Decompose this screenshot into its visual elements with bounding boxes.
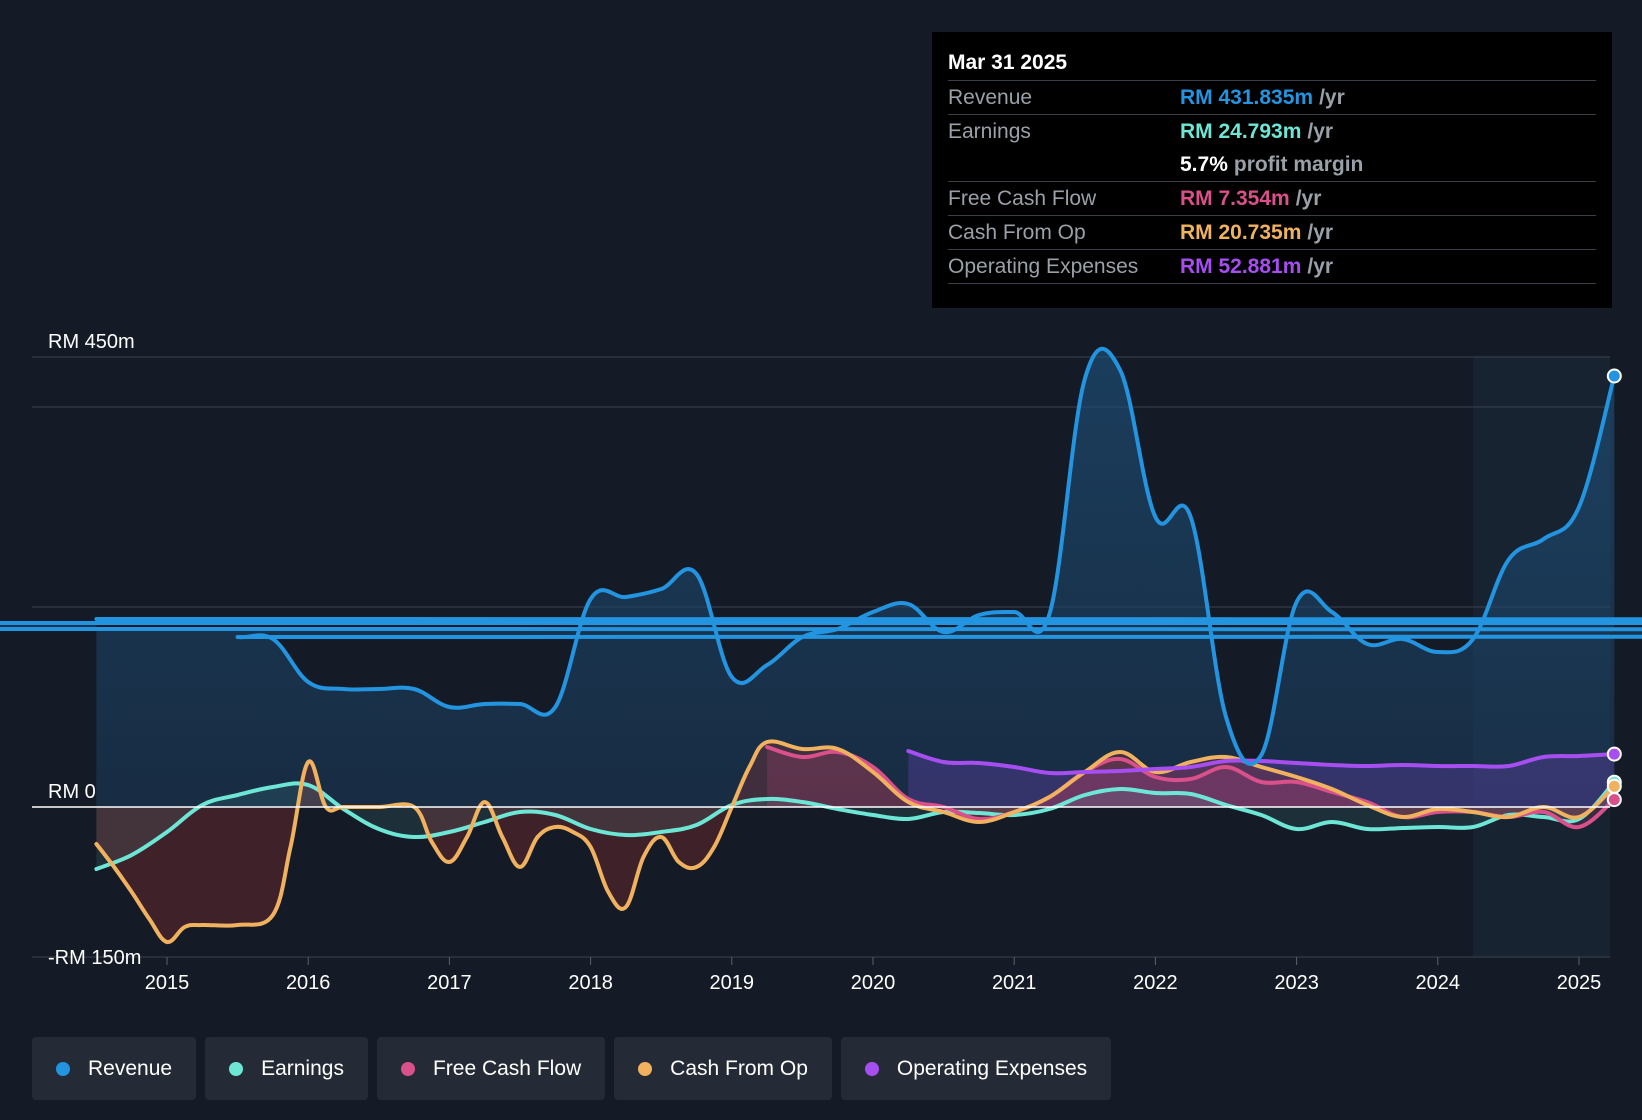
legend-item-revenue[interactable]: Revenue: [32, 1037, 197, 1100]
y-tick-label-zero: RM 0: [48, 781, 96, 803]
tooltip-panel: Mar 31 2025 Revenue RM 431.835m /yr Earn…: [932, 32, 1612, 308]
y-tick-label-top: RM 450m: [48, 331, 135, 353]
revenue-end-point: [1606, 368, 1622, 384]
tooltip-unit: /yr: [1307, 119, 1334, 143]
x-tick-label: 2023: [1274, 972, 1319, 994]
legend-label: Free Cash Flow: [432, 1056, 582, 1080]
operating-expenses-line: [906, 749, 1617, 776]
legend-item-cash-from-op[interactable]: Cash From Op: [614, 1037, 832, 1100]
tooltip-unit: /yr: [1319, 85, 1345, 109]
tooltip-value: RM 20.735m: [1180, 220, 1302, 244]
legend-dot-icon: [638, 1061, 653, 1076]
legend-dot-icon: [56, 1061, 70, 1076]
tooltip-row-fcf: Free Cash Flow RM 7.354m /yr: [948, 182, 1596, 216]
x-tick-label: 2019: [710, 972, 755, 994]
cash-from-op-line: [94, 739, 1617, 945]
tooltip-row-revenue: Revenue RM 431.835m /yr: [948, 81, 1596, 115]
x-tick-label: 2018: [568, 972, 613, 994]
cash-from-op-area: [96, 741, 1615, 943]
tooltip-label: Revenue: [948, 85, 1033, 109]
tooltip-row-earnings: Earnings RM 24.793m /yr: [948, 115, 1596, 148]
tooltip-row-cfo: Cash From Op RM 20.735m /yr: [948, 216, 1596, 250]
x-tick-label: 2017: [427, 972, 472, 994]
tooltip-date: Mar 31 2025: [948, 46, 1596, 81]
legend-label: Cash From Op: [670, 1056, 808, 1080]
legend-dot-icon: [864, 1061, 879, 1076]
tooltip-value: RM 7.354m: [1180, 186, 1290, 210]
x-tick-label: 2024: [1416, 972, 1461, 994]
x-tick-label: 2015: [145, 972, 190, 994]
tooltip-row-margin: 5.7% profit margin: [948, 148, 1596, 182]
tooltip-unit: profit margin: [1233, 152, 1364, 176]
free-cash-flow-end-point: [1606, 792, 1622, 808]
tooltip-label: Cash From Op: [948, 220, 1086, 244]
tooltip-value: RM 431.835m: [1180, 85, 1314, 109]
legend-item-free-cash-flow[interactable]: Free Cash Flow: [376, 1037, 606, 1100]
x-tick-label: 2021: [992, 972, 1037, 994]
cash-from-op-end-point: [1606, 778, 1622, 794]
tooltip-unit: /yr: [1307, 254, 1334, 278]
tooltip-value: 5.7%: [1180, 152, 1228, 176]
legend-item-operating-expenses[interactable]: Operating Expenses: [840, 1037, 1112, 1100]
legend-item-earnings[interactable]: Earnings: [205, 1037, 368, 1100]
x-tick-label: 2016: [286, 972, 331, 994]
tooltip-label: Operating Expenses: [948, 254, 1139, 278]
y-tick-label-bottom: -RM 150m: [48, 947, 141, 969]
tooltip-value: RM 24.793m: [1180, 119, 1302, 143]
earnings-line: [94, 780, 1617, 871]
tooltip-unit: /yr: [1307, 220, 1334, 244]
tooltip-unit: /yr: [1295, 186, 1322, 210]
tooltip-label: Free Cash Flow: [948, 186, 1097, 210]
legend-dot-icon: [400, 1061, 415, 1076]
revenue-area: [0, 348, 1642, 807]
tooltip-row-opex: Operating Expenses RM 52.881m /yr: [948, 250, 1596, 284]
legend-dot-icon: [229, 1061, 244, 1076]
legend: Revenue Earnings Free Cash Flow Cash Fro…: [32, 1037, 1112, 1100]
legend-label: Operating Expenses: [896, 1056, 1088, 1080]
tooltip-label: Earnings: [948, 119, 1031, 143]
x-tick-label: 2025: [1557, 972, 1602, 994]
operating-expenses-end-point: [1606, 746, 1622, 762]
tooltip-value: RM 52.881m: [1180, 254, 1302, 278]
legend-label: Revenue: [88, 1056, 173, 1080]
x-tick-label: 2022: [1133, 972, 1178, 994]
legend-label: Earnings: [261, 1056, 344, 1080]
x-tick-label: 2020: [851, 972, 896, 994]
